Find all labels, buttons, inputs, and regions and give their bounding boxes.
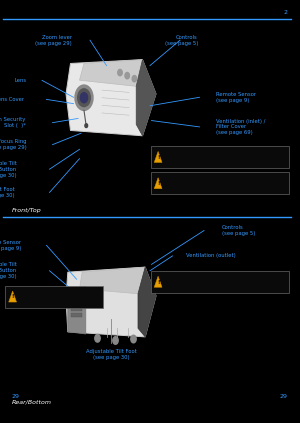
- Polygon shape: [154, 178, 162, 189]
- Circle shape: [75, 85, 93, 110]
- Bar: [71, 294, 82, 298]
- FancyBboxPatch shape: [151, 146, 289, 168]
- Text: Lens Cover: Lens Cover: [0, 97, 24, 102]
- Polygon shape: [9, 291, 16, 302]
- Text: Controls
(see page 5): Controls (see page 5): [165, 35, 198, 46]
- Text: Adjustable Tilt Foot
(see page 30): Adjustable Tilt Foot (see page 30): [0, 187, 15, 198]
- Polygon shape: [154, 151, 162, 162]
- Text: Remote Sensor
(see page 9): Remote Sensor (see page 9): [216, 92, 256, 103]
- Circle shape: [125, 72, 130, 79]
- Text: Zoom lever
(see page 29): Zoom lever (see page 29): [35, 35, 72, 46]
- Text: Ventilation (outlet): Ventilation (outlet): [186, 253, 236, 258]
- Polygon shape: [136, 60, 156, 136]
- Polygon shape: [138, 267, 156, 337]
- FancyBboxPatch shape: [151, 271, 289, 293]
- Text: Adjustable Tilt
Foot Lock Button
(see page 30): Adjustable Tilt Foot Lock Button (see pa…: [0, 161, 16, 178]
- Bar: [71, 287, 82, 291]
- Polygon shape: [80, 60, 142, 86]
- Text: Adjustable Tilt Foot
(see page 30): Adjustable Tilt Foot (see page 30): [85, 349, 136, 360]
- Text: !: !: [157, 155, 159, 160]
- Circle shape: [132, 75, 137, 82]
- Text: Lens: Lens: [15, 78, 27, 83]
- Polygon shape: [66, 267, 156, 337]
- Text: !: !: [157, 181, 159, 186]
- Bar: [71, 307, 82, 311]
- FancyBboxPatch shape: [151, 172, 289, 194]
- Bar: [71, 300, 82, 305]
- Polygon shape: [80, 267, 145, 294]
- Bar: [71, 313, 82, 317]
- Text: Remote Sensor
(see page 9): Remote Sensor (see page 9): [0, 240, 21, 251]
- Text: Focus Ring
(see page 29): Focus Ring (see page 29): [0, 139, 27, 150]
- Circle shape: [85, 124, 88, 128]
- FancyBboxPatch shape: [5, 286, 103, 308]
- Circle shape: [113, 337, 118, 344]
- Polygon shape: [66, 60, 156, 136]
- Text: Built-in Security
Slot (  )*: Built-in Security Slot ( )*: [0, 117, 26, 128]
- Circle shape: [80, 93, 88, 103]
- Circle shape: [118, 69, 122, 76]
- Polygon shape: [68, 286, 86, 334]
- Circle shape: [95, 335, 100, 342]
- Text: Ventilation (inlet) /
Filter Cover
(see page 69): Ventilation (inlet) / Filter Cover (see …: [216, 118, 266, 135]
- Text: !: !: [157, 280, 159, 285]
- Text: 29: 29: [12, 394, 20, 399]
- Text: Rear/Bottom: Rear/Bottom: [12, 399, 52, 404]
- Text: 29: 29: [280, 394, 288, 399]
- Circle shape: [131, 335, 136, 343]
- Text: 2: 2: [284, 10, 288, 15]
- Text: Adjustable Tilt
Foot Lock Button
(see page 30): Adjustable Tilt Foot Lock Button (see pa…: [0, 262, 16, 279]
- Text: Front/Top: Front/Top: [12, 208, 42, 213]
- Text: !: !: [11, 294, 14, 299]
- Polygon shape: [154, 276, 162, 287]
- Text: Controls
(see page 5): Controls (see page 5): [222, 225, 255, 236]
- Circle shape: [78, 89, 90, 107]
